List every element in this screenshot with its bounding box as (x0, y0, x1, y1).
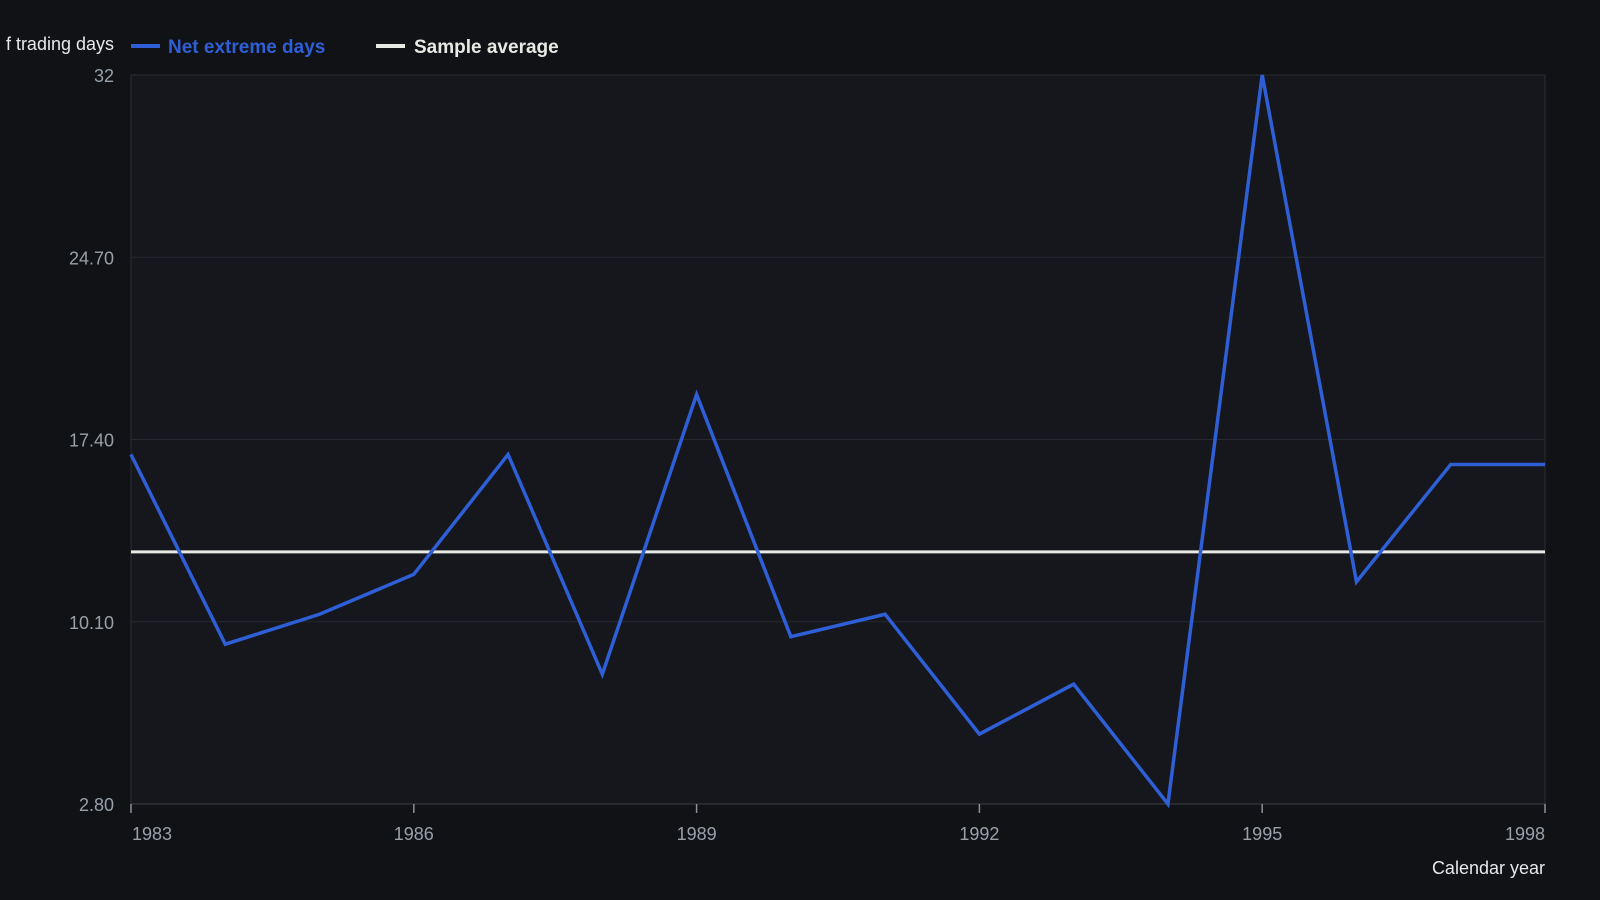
y-tick-label: 10.10 (69, 613, 114, 633)
x-tick-label: 1989 (677, 824, 717, 844)
series-lines (129, 74, 1545, 809)
y-tick-label: 17.40 (69, 431, 114, 451)
legend: Net extreme days Sample average (131, 37, 559, 58)
axes: 2.80 10.10 17.40 24.70 32 1983 1986 1989 1992 199… (69, 66, 1546, 844)
grid-lines (131, 256, 1545, 623)
series-line-net-extreme-days (129, 74, 1545, 809)
x-tick-label: 1998 (1505, 824, 1545, 844)
x-tick-label: 1992 (959, 824, 999, 844)
x-axis-title: Calendar year (1432, 858, 1545, 878)
y-tick-label: 32 (94, 66, 114, 86)
legend-label-net-extreme-days: Net extreme days (168, 37, 325, 58)
y-tick-label: 24.70 (69, 248, 114, 268)
y-tick-label: 2.80 (79, 795, 114, 815)
x-tick-label: 1983 (132, 824, 172, 844)
x-tick-label: 1986 (394, 824, 434, 844)
legend-label-sample-average: Sample average (414, 37, 559, 58)
x-tick-label: 1995 (1242, 824, 1282, 844)
y-axis-title: f trading days (6, 34, 114, 54)
